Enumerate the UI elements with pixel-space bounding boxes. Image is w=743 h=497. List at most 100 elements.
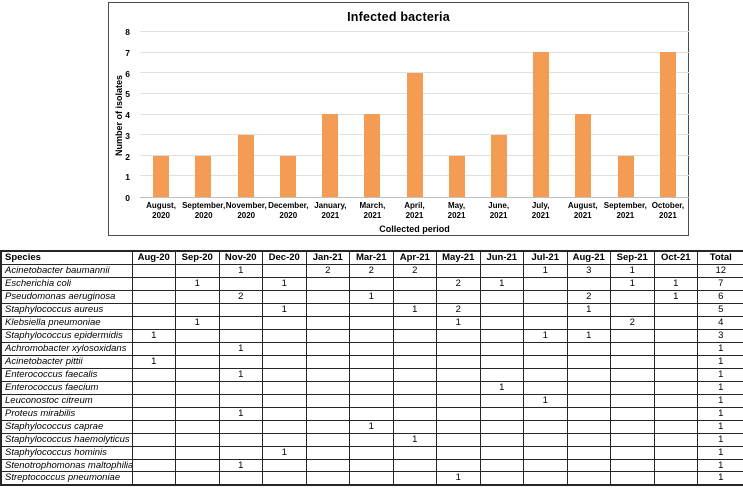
table-cell [305,471,350,486]
table-cell [349,406,394,421]
table-cell [523,367,568,382]
table-cell [349,380,394,395]
table-cell [218,393,263,408]
table-cell [653,419,698,434]
table-cell: 1 [697,354,743,369]
table-cell [262,315,307,330]
table-cell: 1 [436,315,481,330]
bar-13 [659,51,676,197]
x-category-label: April, 2021 [404,201,425,221]
column-header-oct-21: Oct-21 [653,250,698,265]
table-cell [131,263,176,278]
table-cell [523,341,568,356]
table-cell [523,315,568,330]
table-cell [392,276,437,291]
bar-5 [322,114,339,197]
table-cell [523,445,568,460]
table-cell [349,315,394,330]
table-cell [175,380,220,395]
y-tick-label: 3 [125,130,130,141]
table-row: Achromobacter xylosoxidans 1 1 [0,341,743,356]
table-row: Staphylococcus epidermidis 1 1 1 3 [0,328,743,343]
table-cell: 1 [697,380,743,395]
table-cell [610,471,655,486]
table-cell [349,276,394,291]
table-row: Proteus mirabilis 1 1 [0,406,743,421]
table-cell [566,367,611,382]
table-cell: 2 [392,263,437,278]
table-cell [479,367,524,382]
bar-1 [153,155,170,197]
table-cell [392,315,437,330]
y-tick-label: 2 [125,151,130,162]
plot-area [140,31,689,198]
table-cell [131,276,176,291]
bar-3 [237,134,254,197]
table-cell [479,341,524,356]
table-cell [610,445,655,460]
table-cell [131,471,176,486]
column-header-dec-20: Dec-20 [262,250,307,265]
table-cell [523,458,568,473]
y-tick-label: 5 [125,89,130,100]
table-cell [653,263,698,278]
table-cell [175,302,220,317]
table-cell [653,302,698,317]
table-cell [175,263,220,278]
table-cell [566,393,611,408]
table-cell: 1 [653,276,698,291]
species-name: Enterococcus faecium [0,380,133,395]
y-axis-ticks: 0 1 2 3 4 5 6 7 8 [109,3,136,235]
table-cell [479,406,524,421]
table-cell [218,276,263,291]
table-header-row: Species Aug-20 Sep-20 Nov-20 Dec-20 Jan-21 Mar… [0,250,743,265]
species-name: Staphylococcus hominis [0,445,133,460]
table-cell [175,406,220,421]
table-cell [175,341,220,356]
table-cell [610,328,655,343]
table-cell [131,315,176,330]
bar-2 [195,155,212,197]
table-cell [305,419,350,434]
x-category-label: August, 2021 [567,201,598,221]
x-category-label: November, 2020 [225,201,267,221]
table-cell [392,471,437,486]
table-cell: 2 [436,276,481,291]
column-header-jul-21: Jul-21 [523,250,568,265]
table-cell [436,289,481,304]
table-cell: 1 [349,289,394,304]
table-cell [610,354,655,369]
table-cell [131,393,176,408]
table-cell [392,354,437,369]
table-cell: 6 [697,289,743,304]
table-cell: 1 [218,341,263,356]
table-cell [218,445,263,460]
column-header-nov-20: Nov-20 [218,250,263,265]
bar-slot [140,32,182,197]
table-cell [262,419,307,434]
table-cell [436,341,481,356]
table-cell: 1 [566,302,611,317]
table-cell [479,445,524,460]
table-cell [218,419,263,434]
table-cell [610,432,655,447]
table-cell [523,289,568,304]
table-cell [392,458,437,473]
gridline [140,31,689,32]
table-cell [566,341,611,356]
table-cell [262,458,307,473]
table-cell [479,354,524,369]
bar-9 [490,134,507,197]
table-cell: 1 [653,289,698,304]
table-cell: 1 [697,406,743,421]
table-cell [653,393,698,408]
table-cell [131,432,176,447]
table-cell [175,432,220,447]
table-cell [392,393,437,408]
bar-slot [436,32,478,197]
x-category-label: December, 2020 [268,201,309,221]
species-name: Klebsiella pneumoniae [0,315,133,330]
column-header-species: Species [0,250,133,265]
bar-4 [279,155,296,197]
table-cell [305,432,350,447]
